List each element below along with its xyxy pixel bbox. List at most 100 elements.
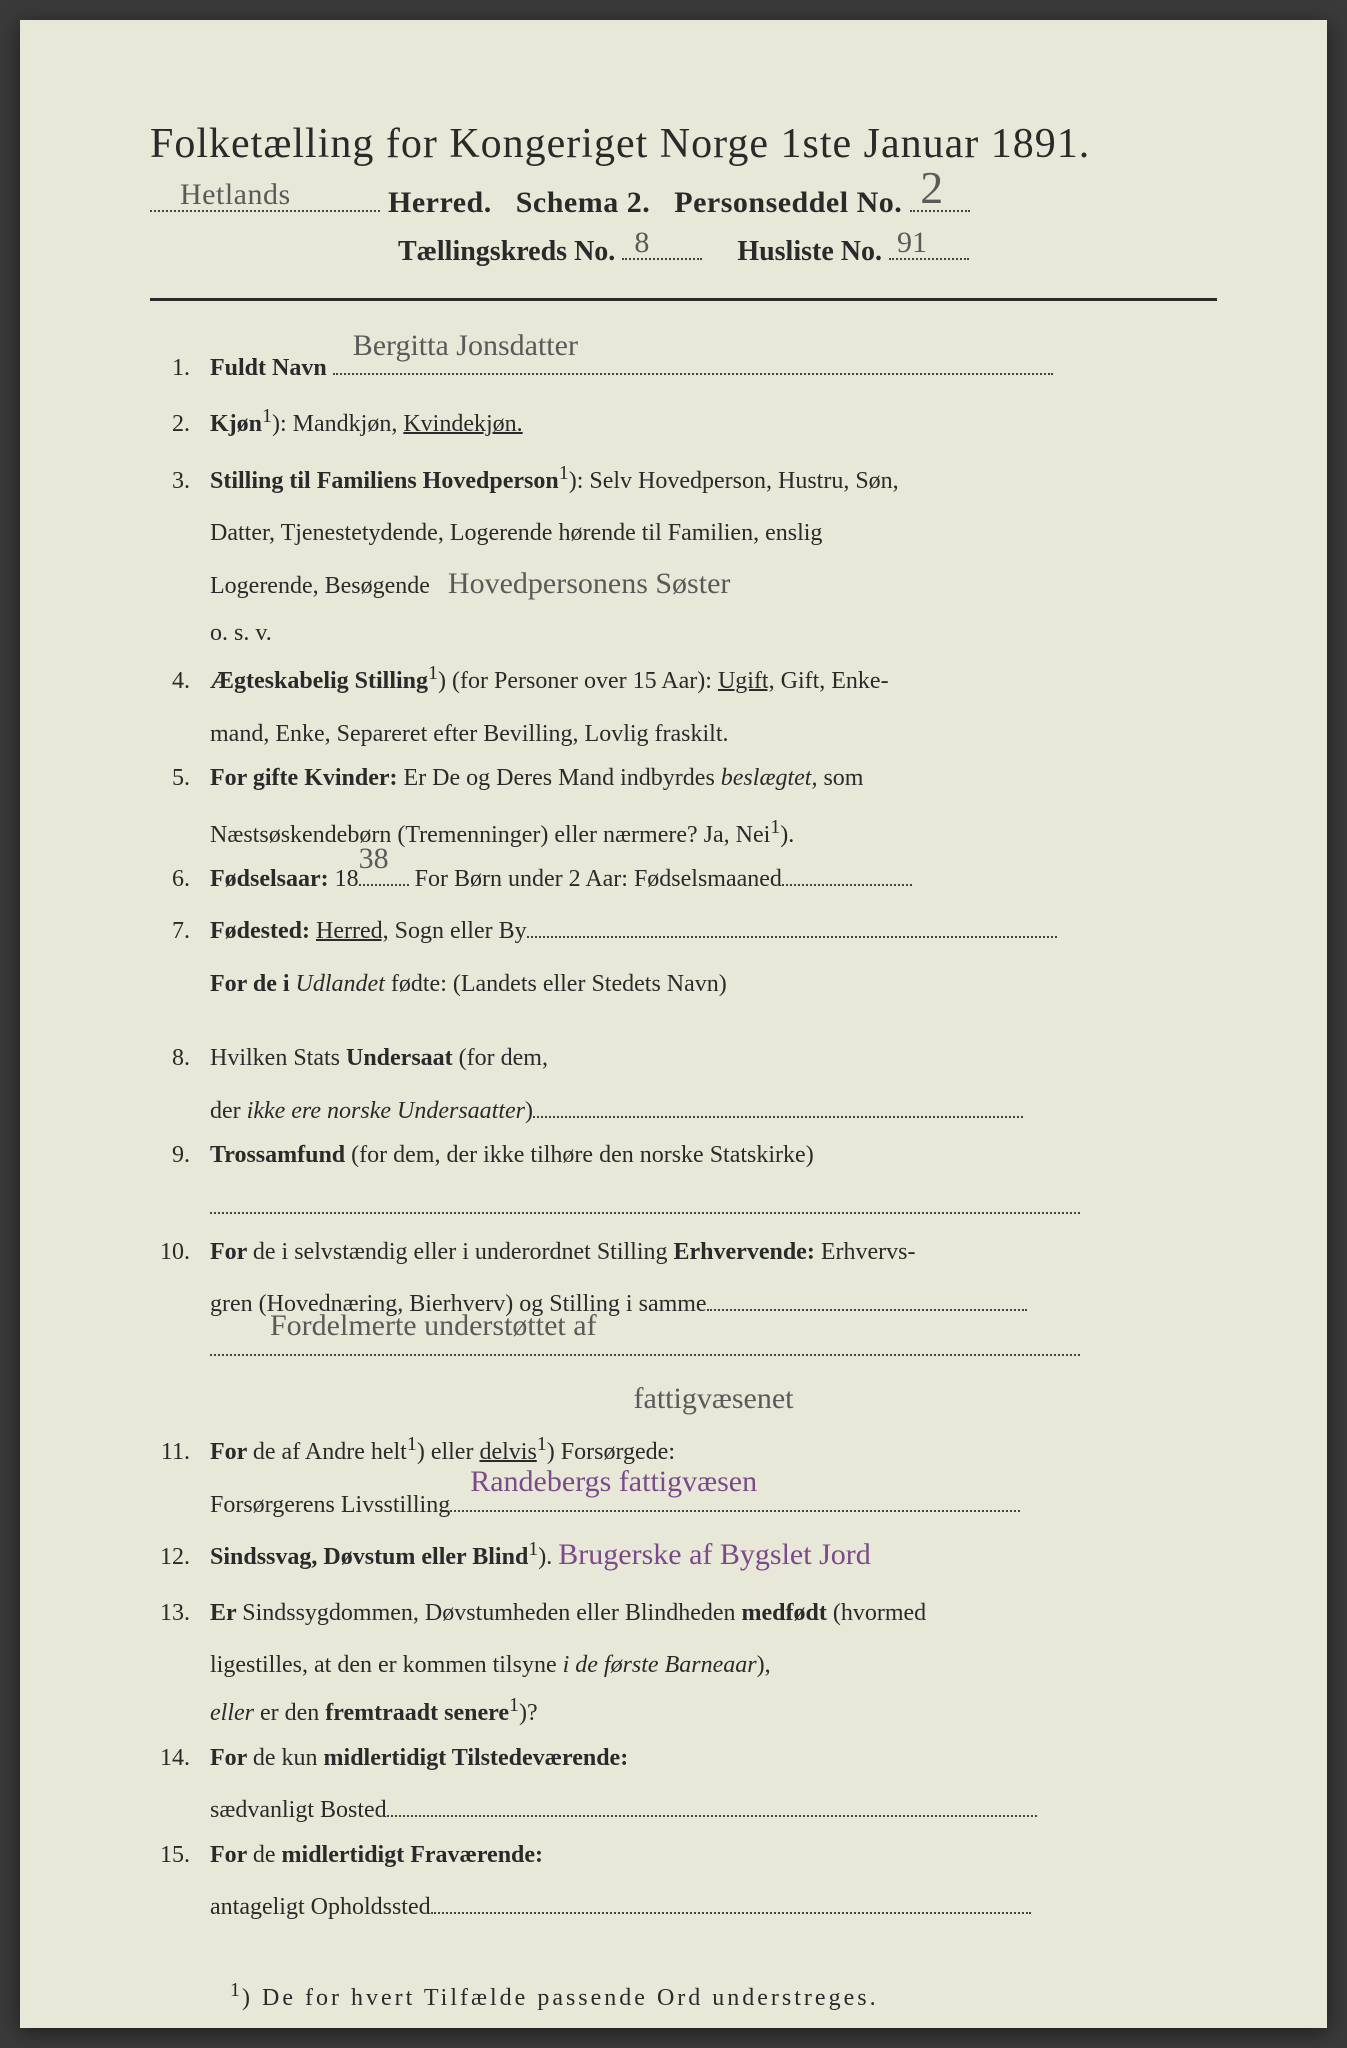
field-text: i de første Barneaar	[563, 1652, 757, 1678]
field-text: ),	[757, 1652, 771, 1678]
field-text: antageligt Opholdssted	[210, 1894, 431, 1920]
selected-value: Ugift,	[718, 668, 775, 694]
field-num: 15.	[150, 1833, 210, 1877]
field-num: 5.	[150, 756, 210, 800]
kreds-value: 8	[634, 226, 649, 260]
kreds-label: Tællingskreds No.	[398, 236, 615, 267]
field-label: Ægteskabelig Stilling	[210, 668, 428, 694]
field-4: 4. Ægteskabelig Stilling1) (for Personer…	[150, 655, 1217, 703]
field-text: (for dem,	[453, 1045, 548, 1071]
field-text: Logerende, Besøgende	[210, 573, 430, 599]
footnote-text: ) De for hvert Tilfælde passende Ord und…	[242, 1985, 879, 2011]
sup: 1	[262, 405, 272, 427]
field-13-line2: ligestilles, at den er kommen tilsyne i …	[210, 1643, 1217, 1687]
fuldt-navn-value: Bergitta Jonsdatter	[353, 318, 578, 374]
field-5: 5. For gifte Kvinder: Er De og Deres Man…	[150, 756, 1217, 800]
header-line-2: Hetlands Herred. Schema 2. Personseddel …	[150, 186, 1217, 220]
field-text: (hvormed	[827, 1600, 926, 1626]
field-num: 14.	[150, 1736, 210, 1780]
field-text: Udlandet	[296, 971, 385, 997]
field-text: For Børn under 2 Aar: Fødselsmaaned	[415, 866, 782, 892]
sup: 1	[509, 1694, 519, 1716]
field-text: Sindssygdommen, Døvstumheden eller Blind…	[242, 1600, 741, 1626]
header-line-3: Tællingskreds No. 8 Husliste No. 91	[150, 236, 1217, 268]
field-text: er den	[254, 1700, 325, 1726]
field-label: Trossamfund	[210, 1142, 345, 1168]
field-num: 8.	[150, 1036, 210, 1080]
field-text: de	[253, 1842, 282, 1868]
field-12: 12. Sindssvag, Døvstum eller Blind1). Br…	[150, 1527, 1217, 1583]
sup: 1	[407, 1433, 417, 1455]
field-text: )	[525, 1098, 533, 1124]
year-value: 38	[359, 831, 389, 887]
field-8: 8. Hvilken Stats Undersaat (for dem,	[150, 1036, 1217, 1080]
field-7: 7. Fødested: Herred, Sogn eller By	[150, 909, 1217, 953]
field-label: gifte Kvinder:	[253, 765, 398, 791]
field-text: de kun	[253, 1745, 324, 1771]
forsorger-value: Randebergs fattigvæsen	[470, 1454, 757, 1510]
field-label: midlertidigt Fraværende:	[282, 1842, 544, 1868]
field-text: ): Mandkjøn,	[272, 411, 403, 437]
field-text: eller	[210, 1700, 254, 1726]
sindssvag-value: Brugerske af Bygslet Jord	[558, 1538, 870, 1571]
field-num: 4.	[150, 659, 210, 703]
field-label: Undersaat	[346, 1045, 453, 1071]
field-label: Stilling til Familiens Hovedperson	[210, 468, 559, 494]
field-text: Erhvervs-	[815, 1239, 916, 1265]
field-3-line2: Datter, Tjenestetydende, Logerende høren…	[210, 511, 1217, 555]
erhverv-value-2: fattigvæsenet	[634, 1382, 794, 1415]
field-1: 1. Fuldt Navn Bergitta Jonsdatter	[150, 346, 1217, 390]
herred-label: Herred.	[388, 186, 492, 219]
field-text: beslægtet,	[721, 765, 818, 791]
field-8-line2: der ikke ere norske Undersaatter)	[210, 1089, 1217, 1133]
field-7-line2: For de i Udlandet fødte: (Landets eller …	[210, 962, 1217, 1006]
field-text: For de i	[210, 971, 296, 997]
field-text: ) (for Personer over 15 Aar):	[438, 668, 718, 694]
field-label: Fødselsaar:	[210, 866, 329, 892]
header-divider	[150, 298, 1217, 301]
footnote: 1) De for hvert Tilfælde passende Ord un…	[230, 1979, 1217, 2012]
field-label: Erhvervende:	[674, 1239, 815, 1265]
selected-value: Kvindekjøn.	[403, 411, 522, 437]
field-11-line2: Forsørgerens Livsstilling Randebergs fat…	[210, 1483, 1217, 1527]
husliste-value: 91	[897, 226, 927, 260]
field-text: fødte: (Landets eller Stedets Navn)	[385, 971, 727, 997]
field-text: )?	[519, 1700, 538, 1726]
field-label: Fødested:	[210, 918, 310, 944]
personseddel-value: 2	[920, 161, 944, 214]
field-num: 13.	[150, 1591, 210, 1635]
field-num: 7.	[150, 909, 210, 953]
personseddel-label: Personseddel No.	[674, 186, 902, 219]
field-15-line2: antageligt Opholdssted	[210, 1885, 1217, 1929]
field-text: Sogn eller By	[389, 918, 527, 944]
field-10-line4: fattigvæsenet	[210, 1371, 1217, 1427]
field-3: 3. Stilling til Familiens Hovedperson1):…	[150, 455, 1217, 503]
field-text: ): Selv Hovedperson, Hustru, Søn,	[569, 468, 899, 494]
field-label: Sindssvag, Døvstum eller Blind	[210, 1544, 528, 1570]
field-text: For	[210, 1842, 253, 1868]
field-text: For	[210, 765, 253, 791]
field-text: ikke ere norske Undersaatter	[247, 1098, 525, 1124]
sup: 1	[428, 662, 438, 684]
field-text: ).	[538, 1544, 552, 1570]
field-2: 2. Kjøn1): Mandkjøn, Kvindekjøn.	[150, 398, 1217, 446]
field-text: der	[210, 1098, 247, 1124]
sup: 1	[770, 816, 780, 838]
field-13-line3: eller er den fremtraadt senere1)?	[210, 1687, 1217, 1735]
field-text: som	[817, 765, 863, 791]
husliste-label: Husliste No.	[737, 236, 882, 267]
field-num: 10.	[150, 1230, 210, 1274]
field-text: sædvanligt Bosted	[210, 1797, 387, 1823]
field-text: Er De og Deres Mand indbyrdes	[398, 765, 721, 791]
field-14: 14. For de kun midlertidigt Tilstedevære…	[150, 1736, 1217, 1780]
field-15: 15. For de midlertidigt Fraværende:	[150, 1833, 1217, 1877]
field-label: Kjøn	[210, 411, 262, 437]
field-label: Fuldt Navn	[210, 355, 327, 381]
field-3-line3: Logerende, Besøgende Hovedpersonens Søst…	[210, 556, 1217, 612]
field-num: 2.	[150, 402, 210, 446]
sup: 1	[537, 1433, 547, 1455]
field-label: midlertidigt Tilstedeværende:	[324, 1745, 629, 1771]
field-text: Hvilken Stats	[210, 1045, 346, 1071]
field-3-line4: o. s. v.	[210, 611, 1217, 655]
field-9: 9. Trossamfund (for dem, der ikke tilhør…	[150, 1133, 1217, 1177]
